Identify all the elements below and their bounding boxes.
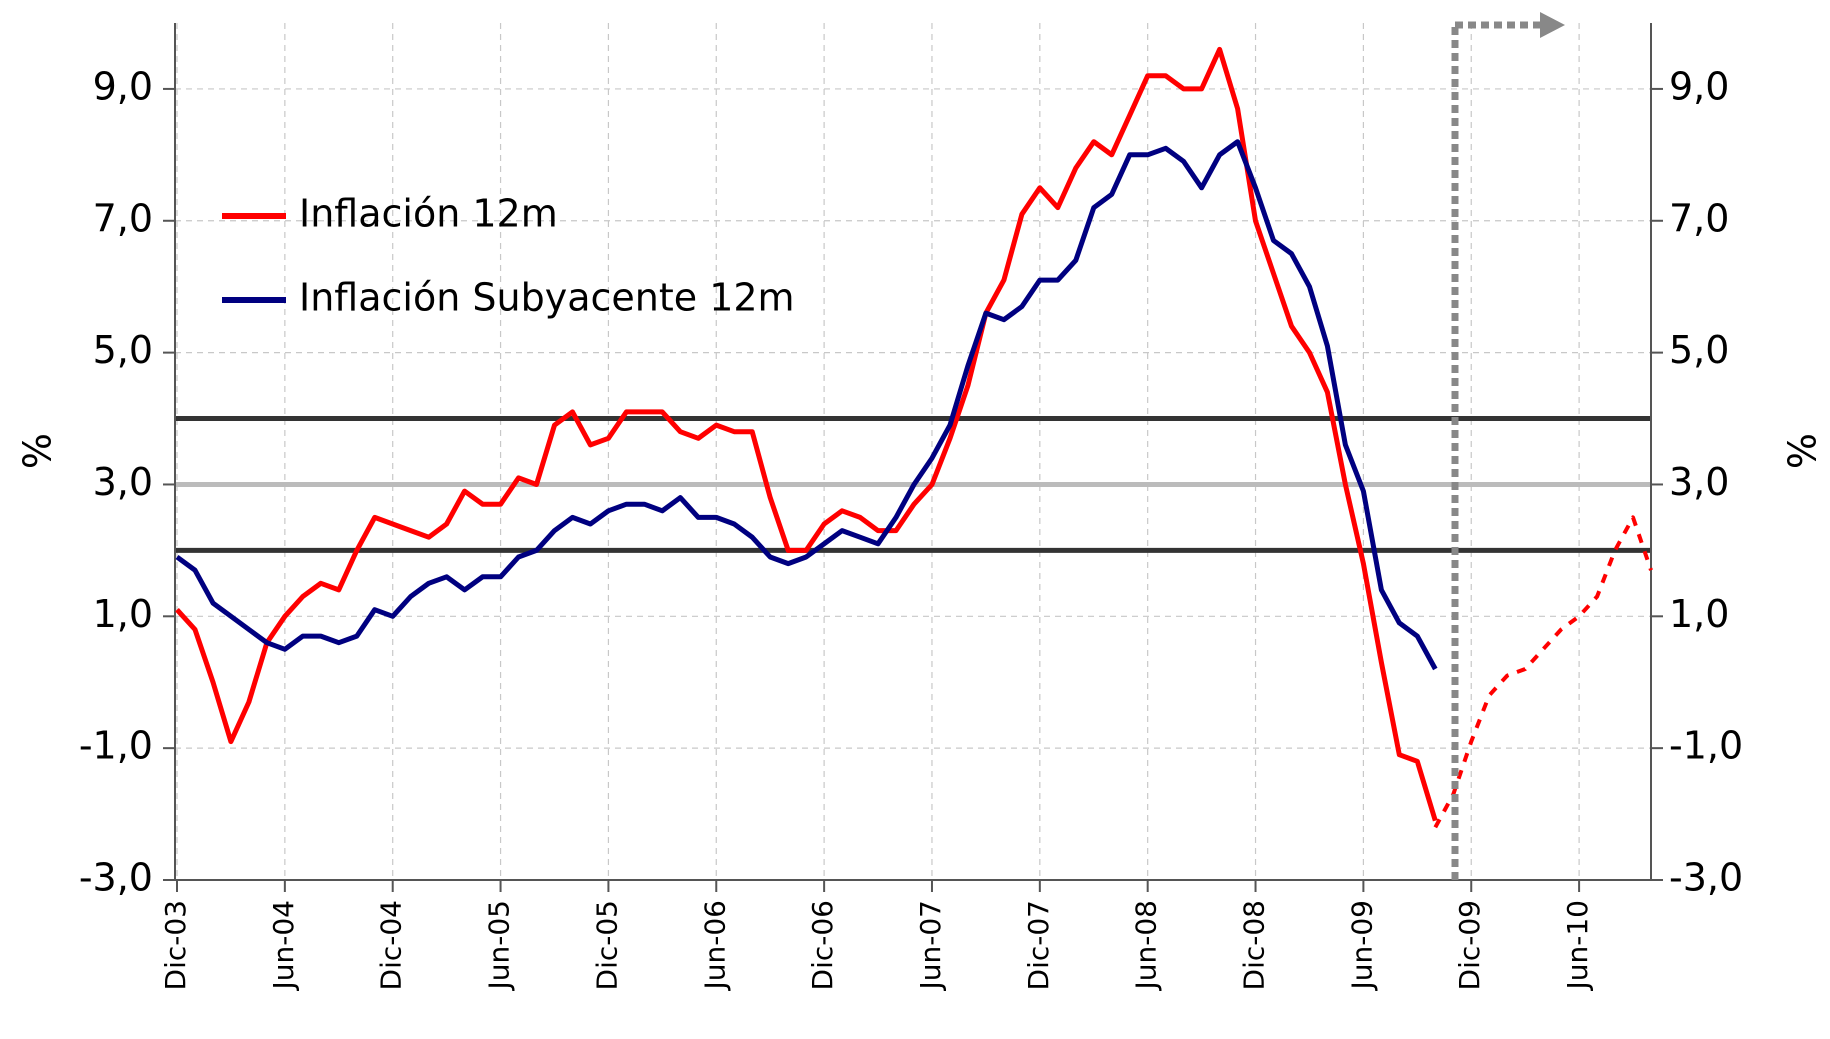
x-tick-label: Dic-06 (806, 900, 839, 990)
y2-tick-label: 5,0 (1669, 328, 1729, 372)
x-tick-label: Dic-05 (590, 900, 623, 990)
y2-tick-label: -1,0 (1669, 724, 1743, 768)
y2-tick-label: 7,0 (1669, 196, 1729, 240)
y-axis-label: % (16, 433, 60, 469)
x-tick-label: Dic-07 (1022, 900, 1055, 990)
legend-label: Inflación 12m (299, 192, 558, 236)
y-tick-label: -3,0 (79, 856, 153, 900)
series-line (1433, 515, 1653, 829)
y-tick-label: 3,0 (93, 460, 153, 504)
legend-label: Inflación Subyacente 12m (299, 276, 795, 320)
y2-tick-label: 3,0 (1669, 460, 1729, 504)
y-tick-label: 9,0 (93, 64, 153, 108)
y-tick-label: -1,0 (79, 724, 153, 768)
y2-axis-label: % (1781, 433, 1825, 469)
y-tick-label: 7,0 (93, 196, 153, 240)
x-tick-label: Dic-09 (1453, 900, 1486, 990)
x-tick-label: Dic-04 (375, 900, 408, 990)
y2-tick-label: 9,0 (1669, 64, 1729, 108)
forecast-arrow-head (1540, 12, 1565, 38)
x-tick-label: Jun-06 (698, 900, 731, 991)
plot: -3,0 -1,0 1,0 3,0 5,0 7,0 9,0 -3,0 -1,0 1,0 3,0 5,0… (79, 23, 1743, 991)
x-tick-label: Jun-08 (1130, 900, 1163, 991)
x-tick-label: Dic-03 (159, 900, 192, 990)
x-tick-label: Jun-05 (483, 900, 516, 991)
y2-tick-label: -3,0 (1669, 856, 1743, 900)
series-line (175, 139, 1438, 671)
y2-tick-label: 1,0 (1669, 592, 1729, 636)
series-line (175, 46, 1438, 822)
y-tick-label: 1,0 (93, 592, 153, 636)
x-tick-label: Jun-04 (267, 900, 300, 991)
x-tick-label: Jun-10 (1561, 900, 1594, 991)
y-tick-label: 5,0 (93, 328, 153, 372)
x-tick-label: Jun-09 (1345, 900, 1378, 991)
x-tick-label: Dic-08 (1238, 900, 1271, 990)
x-tick-label: Jun-07 (914, 900, 947, 991)
